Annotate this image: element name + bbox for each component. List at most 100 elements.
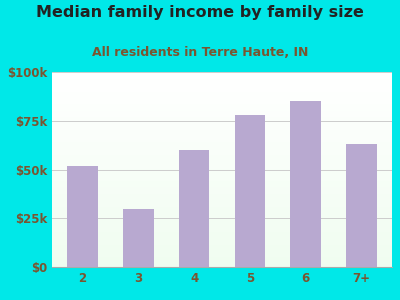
Bar (52, 227, 392, 228)
Bar (52, 215, 392, 216)
Text: Median family income by family size: Median family income by family size (36, 4, 364, 20)
Bar (52, 231, 392, 232)
Bar (52, 136, 392, 137)
Bar (52, 195, 392, 196)
Bar (52, 158, 392, 159)
Bar (52, 193, 392, 194)
Bar (52, 165, 392, 166)
Bar (346, 144, 377, 267)
Bar (52, 196, 392, 197)
Bar (52, 182, 392, 183)
Bar (52, 229, 392, 230)
Bar (52, 194, 392, 195)
Bar (52, 115, 392, 116)
Bar (52, 256, 392, 257)
Bar (52, 152, 392, 153)
Bar (52, 89, 392, 91)
Bar (52, 191, 392, 192)
Bar (52, 188, 392, 189)
Bar (52, 86, 392, 87)
Bar (52, 250, 392, 251)
Bar (52, 178, 392, 179)
Bar (52, 148, 392, 149)
Bar (52, 81, 392, 82)
Bar (52, 190, 392, 191)
Bar (52, 72, 392, 73)
Bar (234, 115, 265, 267)
Bar (52, 235, 392, 236)
Bar (52, 78, 392, 79)
Bar (52, 172, 392, 173)
Bar (52, 153, 392, 154)
Bar (52, 214, 392, 215)
Bar (52, 107, 392, 108)
Bar (52, 97, 392, 98)
Bar (52, 94, 392, 95)
Bar (52, 95, 392, 96)
Bar (52, 123, 392, 124)
Bar (52, 177, 392, 178)
Bar (52, 151, 392, 152)
Bar (52, 180, 392, 181)
Bar (52, 134, 392, 135)
Bar (52, 105, 392, 106)
Bar (52, 99, 392, 100)
Bar (52, 91, 392, 92)
Bar (52, 208, 392, 209)
Bar (52, 98, 392, 99)
Bar (52, 127, 392, 128)
Bar (52, 126, 392, 127)
Bar (52, 167, 392, 169)
Bar (52, 174, 392, 175)
Bar (52, 84, 392, 85)
Bar (52, 76, 392, 77)
Bar (52, 209, 392, 211)
Bar (52, 111, 392, 112)
Bar (52, 137, 392, 138)
Bar (52, 252, 392, 253)
Bar (52, 222, 392, 223)
Bar (290, 101, 321, 267)
Bar (52, 251, 392, 252)
Bar (52, 244, 392, 245)
Bar (52, 239, 392, 240)
Bar (52, 176, 392, 177)
Bar (52, 248, 392, 250)
Bar (52, 260, 392, 261)
Bar (52, 83, 392, 84)
Bar (52, 245, 392, 247)
Bar (52, 150, 392, 151)
Bar (52, 169, 392, 170)
Bar (52, 132, 392, 134)
Bar (52, 202, 392, 203)
Bar (52, 74, 392, 75)
Bar (52, 259, 392, 260)
Bar (52, 114, 392, 115)
Bar (52, 106, 392, 107)
Bar (52, 131, 392, 132)
Bar (52, 200, 392, 201)
Bar (52, 224, 392, 225)
Bar (52, 184, 392, 185)
Text: All residents in Terre Haute, IN: All residents in Terre Haute, IN (92, 46, 308, 59)
Bar (52, 197, 392, 198)
Bar (52, 211, 392, 212)
Bar (52, 101, 392, 102)
Bar (52, 157, 392, 158)
Bar (52, 238, 392, 239)
Bar (52, 135, 392, 136)
Bar (52, 103, 392, 104)
Bar (52, 144, 392, 145)
Bar (52, 130, 392, 131)
Bar (52, 233, 392, 234)
Bar (52, 257, 392, 258)
Bar (52, 108, 392, 109)
Bar (123, 208, 154, 267)
Bar (52, 243, 392, 244)
Bar (52, 266, 392, 267)
Bar (52, 80, 392, 81)
Bar (52, 141, 392, 142)
Bar (52, 236, 392, 237)
Bar (52, 192, 392, 193)
Bar (52, 125, 392, 126)
